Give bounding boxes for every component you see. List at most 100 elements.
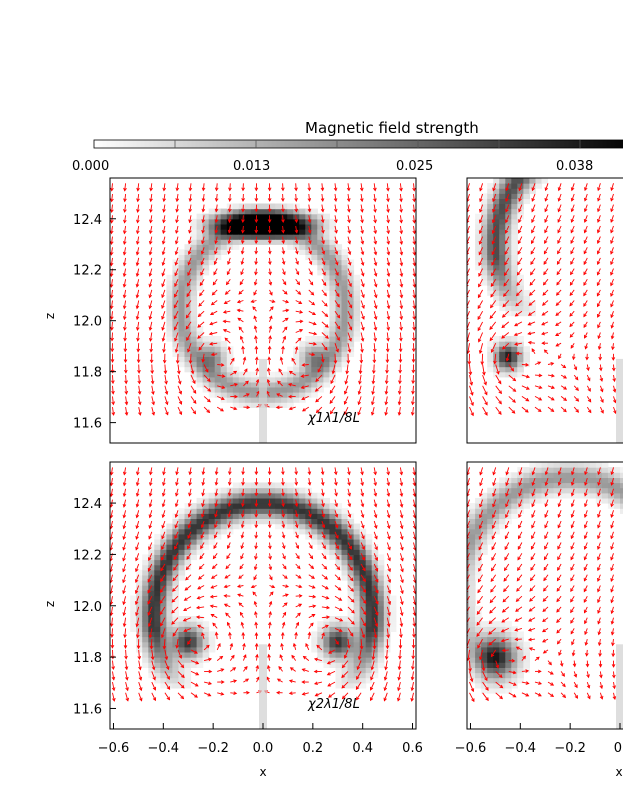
velocity-arrow [136, 343, 141, 353]
heatmap-cell [293, 508, 300, 514]
velocity-arrow [504, 531, 510, 540]
heatmap-cell [226, 513, 234, 519]
velocity-arrow [110, 617, 114, 628]
velocity-arrow [321, 247, 326, 255]
velocity-arrow [161, 332, 166, 342]
velocity-arrow [541, 310, 549, 316]
velocity-arrow [529, 289, 536, 296]
velocity-arrow [201, 193, 206, 203]
velocity-arrow [209, 594, 218, 599]
heatmap-cell [535, 462, 543, 468]
velocity-arrow [495, 681, 504, 689]
heatmap-cell [208, 371, 216, 378]
velocity-arrow [122, 300, 127, 310]
velocity-arrow [516, 268, 523, 276]
heatmap-cell [481, 492, 488, 499]
heatmap-cell [511, 274, 518, 281]
heatmap-cell [365, 646, 373, 653]
heatmap-cell [166, 636, 173, 643]
velocity-arrow [216, 642, 221, 651]
heatmap-cell [329, 513, 336, 519]
heatmap-cell [196, 234, 204, 240]
velocity-arrow [149, 639, 154, 650]
heatmap-cell [202, 244, 210, 250]
heatmap-cell [365, 626, 373, 632]
velocity-arrow [360, 563, 366, 572]
velocity-arrow [201, 510, 205, 518]
heatmap-cell [184, 310, 192, 317]
velocity-arrow [254, 335, 258, 344]
heatmap-cell [499, 672, 506, 679]
heatmap-cell [257, 234, 264, 240]
velocity-arrow [225, 612, 231, 619]
velocity-arrow [521, 396, 530, 402]
heatmap-cell [232, 497, 240, 504]
velocity-arrow [288, 370, 296, 376]
heatmap-cell [166, 325, 173, 332]
heatmap-cell [371, 646, 379, 653]
velocity-arrow [135, 247, 140, 256]
heatmap-cell [160, 636, 167, 643]
velocity-arrow [217, 395, 225, 401]
heatmap-cell [493, 234, 500, 240]
velocity-arrow [597, 542, 601, 550]
velocity-arrow [190, 406, 197, 415]
heatmap-cell [214, 513, 222, 519]
velocity-arrow [294, 478, 299, 486]
velocity-arrow [504, 225, 510, 234]
heatmap-cell [220, 523, 228, 530]
heatmap-cell [202, 652, 210, 658]
heatmap-cell [160, 610, 167, 617]
velocity-arrow [569, 321, 575, 328]
heatmap-cell [511, 336, 518, 342]
heatmap-cell [341, 279, 349, 286]
heatmap-cell [559, 482, 567, 489]
heatmap-cell [190, 549, 198, 555]
velocity-arrow [177, 692, 185, 700]
heatmap-cell [148, 590, 155, 597]
heatmap-cell [547, 472, 555, 478]
heatmap-cell [178, 259, 186, 266]
heatmap-cell [383, 580, 391, 586]
heatmap-cell [269, 392, 276, 398]
velocity-arrow [544, 477, 549, 486]
heatmap-cell [475, 503, 482, 509]
velocity-arrow [240, 621, 245, 629]
velocity-arrow [253, 574, 257, 581]
heatmap-cell [202, 371, 210, 378]
velocity-arrow [334, 321, 341, 330]
heatmap-cell [493, 523, 500, 530]
velocity-arrow [174, 279, 179, 288]
heatmap-cell [226, 381, 234, 388]
heatmap-cell [329, 361, 336, 368]
heatmap-cell [269, 239, 276, 245]
velocity-arrow [241, 499, 245, 508]
heatmap-cell [238, 392, 246, 398]
velocity-arrow [253, 600, 258, 608]
velocity-arrow [560, 364, 567, 369]
velocity-arrow [307, 488, 312, 497]
velocity-arrow [151, 692, 157, 702]
velocity-arrow [531, 477, 536, 486]
velocity-arrow [560, 692, 567, 699]
heatmap-cell [220, 351, 228, 357]
velocity-arrow [570, 606, 575, 614]
colorbar-tick-label: 0.013 [233, 159, 270, 174]
heatmap-cell [299, 528, 306, 535]
velocity-arrow [412, 225, 416, 235]
velocity-arrow [610, 204, 614, 213]
heatmap-cell [190, 285, 198, 291]
heatmap-cell [469, 585, 476, 591]
heatmap-cell [347, 528, 355, 535]
heatmap-cell [335, 274, 343, 281]
velocity-arrow [597, 520, 601, 529]
heatmap-cell [335, 315, 343, 322]
velocity-arrow [282, 335, 287, 344]
velocity-arrow [227, 499, 232, 508]
y-axis-label: z [43, 601, 57, 607]
velocity-arrow [347, 215, 351, 224]
heatmap-cell [499, 239, 506, 245]
velocity-arrow [490, 289, 497, 298]
velocity-arrow [268, 542, 272, 550]
velocity-arrow [110, 204, 114, 214]
